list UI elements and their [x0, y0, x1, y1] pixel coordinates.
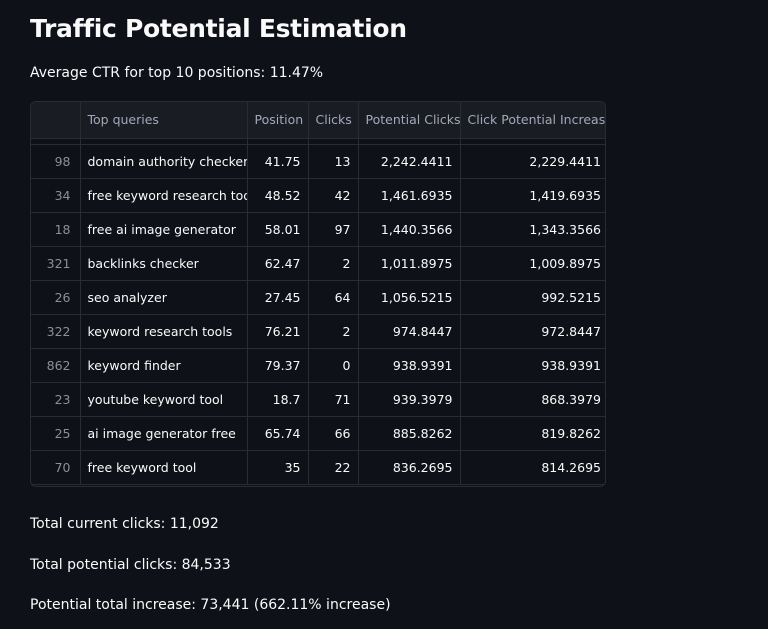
- position-cell[interactable]: 76.21: [247, 314, 309, 349]
- table-spacer-row: [31, 138, 605, 145]
- increase-cell[interactable]: 2,229.4411: [460, 144, 605, 179]
- table-header-row: Top queries Position Clicks Potential Cl…: [31, 102, 605, 139]
- query-cell[interactable]: youtube keyword tool: [80, 382, 248, 417]
- average-ctr-text: Average CTR for top 10 positions: 11.47%: [30, 65, 324, 81]
- table-row[interactable]: 18 free ai image generator 58.01 97 1,44…: [31, 212, 605, 247]
- table-row[interactable]: 862 keyword finder 79.37 0 938.9391 938.…: [31, 348, 605, 383]
- increase-cell[interactable]: 938.9391: [460, 348, 605, 383]
- row-index: 25: [31, 416, 81, 451]
- clicks-cell[interactable]: 2: [308, 314, 359, 349]
- row-index: 321: [31, 246, 81, 281]
- row-index: 34: [31, 178, 81, 213]
- table-row[interactable]: 25 ai image generator free 65.74 66 885.…: [31, 416, 605, 451]
- row-index: 98: [31, 144, 81, 179]
- increase-cell[interactable]: 992.5215: [460, 280, 605, 315]
- potential-total-increase-text: Potential total increase: 73,441 (662.11…: [30, 597, 391, 613]
- clicks-cell[interactable]: 71: [308, 382, 359, 417]
- potential-clicks-cell[interactable]: 974.8447: [358, 314, 461, 349]
- clicks-cell[interactable]: 66: [308, 416, 359, 451]
- increase-cell[interactable]: 972.8447: [460, 314, 605, 349]
- clicks-cell[interactable]: 22: [308, 450, 359, 485]
- query-cell[interactable]: backlinks checker: [80, 246, 248, 281]
- column-header-top-queries[interactable]: Top queries: [80, 102, 248, 139]
- increase-cell[interactable]: 868.3979: [460, 382, 605, 417]
- column-header-potential-clicks[interactable]: Potential Clicks: [358, 102, 461, 139]
- column-header-clicks[interactable]: Clicks: [308, 102, 359, 139]
- potential-clicks-cell[interactable]: 1,440.3566: [358, 212, 461, 247]
- position-cell[interactable]: 48.52: [247, 178, 309, 213]
- page-title: Traffic Potential Estimation: [30, 14, 407, 43]
- clicks-cell[interactable]: 42: [308, 178, 359, 213]
- clicks-cell[interactable]: 2: [308, 246, 359, 281]
- table-row[interactable]: 70 free keyword tool 35 22 836.2695 814.…: [31, 450, 605, 485]
- increase-cell[interactable]: 819.8262: [460, 416, 605, 451]
- table-row[interactable]: 322 keyword research tools 76.21 2 974.8…: [31, 314, 605, 349]
- clicks-cell[interactable]: 13: [308, 144, 359, 179]
- clicks-cell[interactable]: 97: [308, 212, 359, 247]
- row-index: 23: [31, 382, 81, 417]
- table-row[interactable]: 26 seo analyzer 27.45 64 1,056.5215 992.…: [31, 280, 605, 315]
- table-row[interactable]: 98 domain authority checker 41.75 13 2,2…: [31, 144, 605, 179]
- query-cell[interactable]: keyword research tools: [80, 314, 248, 349]
- column-header-position[interactable]: Position: [247, 102, 309, 139]
- increase-cell[interactable]: 1,343.3566: [460, 212, 605, 247]
- query-cell[interactable]: free keyword research tool: [80, 178, 248, 213]
- row-index: 322: [31, 314, 81, 349]
- potential-clicks-cell[interactable]: 1,461.6935: [358, 178, 461, 213]
- query-cell[interactable]: seo analyzer: [80, 280, 248, 315]
- total-potential-clicks-text: Total potential clicks: 84,533: [30, 557, 231, 573]
- position-cell[interactable]: 65.74: [247, 416, 309, 451]
- total-current-clicks-text: Total current clicks: 11,092: [30, 516, 219, 532]
- row-index: 70: [31, 450, 81, 485]
- query-cell[interactable]: free ai image generator: [80, 212, 248, 247]
- table-row[interactable]: 321 backlinks checker 62.47 2 1,011.8975…: [31, 246, 605, 281]
- column-header-click-potential-increase[interactable]: Click Potential Increase: [460, 102, 605, 139]
- column-header-index[interactable]: [31, 102, 81, 139]
- potential-clicks-cell[interactable]: 1,011.8975: [358, 246, 461, 281]
- row-index: 862: [31, 348, 81, 383]
- potential-clicks-cell[interactable]: 2,242.4411: [358, 144, 461, 179]
- queries-table: Top queries Position Clicks Potential Cl…: [31, 102, 605, 485]
- position-cell[interactable]: 58.01: [247, 212, 309, 247]
- position-cell[interactable]: 41.75: [247, 144, 309, 179]
- position-cell[interactable]: 62.47: [247, 246, 309, 281]
- potential-clicks-cell[interactable]: 938.9391: [358, 348, 461, 383]
- clicks-cell[interactable]: 0: [308, 348, 359, 383]
- position-cell[interactable]: 18.7: [247, 382, 309, 417]
- position-cell[interactable]: 79.37: [247, 348, 309, 383]
- increase-cell[interactable]: 1,419.6935: [460, 178, 605, 213]
- query-cell[interactable]: domain authority checker: [80, 144, 248, 179]
- position-cell[interactable]: 27.45: [247, 280, 309, 315]
- table-row[interactable]: 23 youtube keyword tool 18.7 71 939.3979…: [31, 382, 605, 417]
- potential-clicks-cell[interactable]: 939.3979: [358, 382, 461, 417]
- potential-clicks-cell[interactable]: 836.2695: [358, 450, 461, 485]
- queries-dataframe[interactable]: Top queries Position Clicks Potential Cl…: [30, 101, 606, 487]
- increase-cell[interactable]: 1,009.8975: [460, 246, 605, 281]
- query-cell[interactable]: keyword finder: [80, 348, 248, 383]
- query-cell[interactable]: ai image generator free: [80, 416, 248, 451]
- potential-clicks-cell[interactable]: 1,056.5215: [358, 280, 461, 315]
- potential-clicks-cell[interactable]: 885.8262: [358, 416, 461, 451]
- position-cell[interactable]: 35: [247, 450, 309, 485]
- table-body: 98 domain authority checker 41.75 13 2,2…: [31, 138, 605, 485]
- clicks-cell[interactable]: 64: [308, 280, 359, 315]
- row-index: 18: [31, 212, 81, 247]
- table-row[interactable]: 34 free keyword research tool 48.52 42 1…: [31, 178, 605, 213]
- increase-cell[interactable]: 814.2695: [460, 450, 605, 485]
- query-cell[interactable]: free keyword tool: [80, 450, 248, 485]
- row-index: 26: [31, 280, 81, 315]
